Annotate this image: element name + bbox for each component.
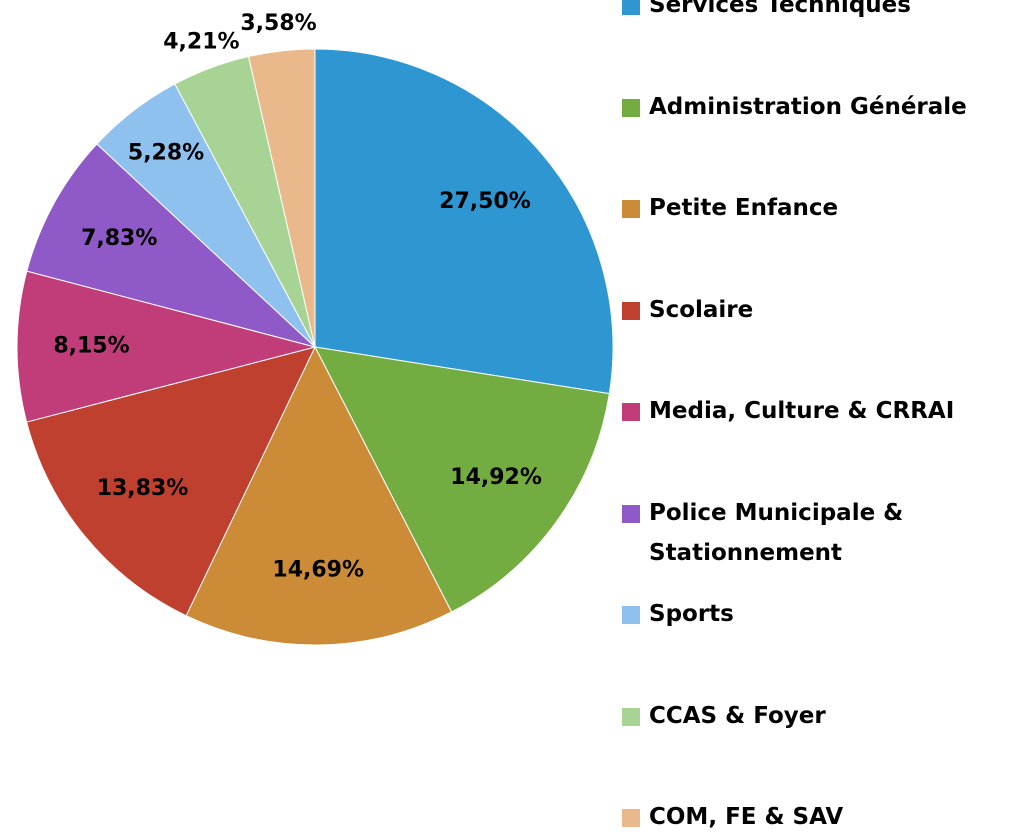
legend-swatch (622, 403, 640, 421)
legend-item: Media, Culture & CRRAI (622, 391, 1017, 431)
legend-swatch (622, 98, 640, 117)
pie-slice (16, 270, 317, 423)
pie-slice (185, 345, 453, 646)
legend-swatch (622, 504, 640, 523)
legend-label: CCAS & Foyer (649, 702, 826, 729)
data-label: 8,15% (53, 334, 129, 359)
legend-label: COM, FE & SAV (649, 804, 844, 830)
legend-label: Sports (649, 601, 734, 627)
legend-label: Services Techniques (649, 0, 911, 18)
legend-swatch (622, 200, 640, 218)
legend-swatch (622, 707, 640, 726)
data-label: 3,58% (240, 11, 316, 36)
legend-item: Petite Enfance (622, 188, 1017, 228)
legend-swatch (622, 0, 640, 15)
legend-label: Administration Générale (649, 93, 967, 120)
legend-swatch (622, 809, 640, 827)
data-label: 14,92% (450, 465, 542, 490)
pie-slice (314, 48, 614, 395)
legend-item: Sports (622, 594, 1017, 634)
legend-swatch (622, 301, 640, 320)
legend-item: CCAS & Foyer (622, 696, 1017, 736)
legend-label: Petite Enfance (649, 195, 839, 221)
pie-slice (247, 48, 316, 348)
data-label: 13,83% (97, 476, 189, 501)
legend-item: Police Municipale & Stationnement (622, 493, 1017, 573)
pie-slice (26, 143, 316, 348)
legend-swatch (622, 606, 640, 624)
pie-slice (314, 346, 610, 613)
legend-label: Police Municipale & Stationnement (649, 499, 904, 566)
legend-item: COM, FE & SAV (622, 797, 1017, 837)
pie-slice (26, 346, 316, 617)
data-label: 7,83% (81, 226, 157, 251)
legend-label: Scolaire (649, 296, 754, 323)
legend-item: Administration Générale (622, 87, 1017, 127)
legend-item: Services Techniques (622, 0, 1017, 25)
data-label: 27,50% (439, 189, 531, 214)
data-label: 14,69% (272, 557, 364, 582)
data-label: 4,21% (163, 30, 239, 55)
legend-item: Scolaire (622, 290, 1017, 330)
legend-label: Media, Culture & CRRAI (649, 398, 955, 424)
data-label: 5,28% (128, 140, 204, 165)
